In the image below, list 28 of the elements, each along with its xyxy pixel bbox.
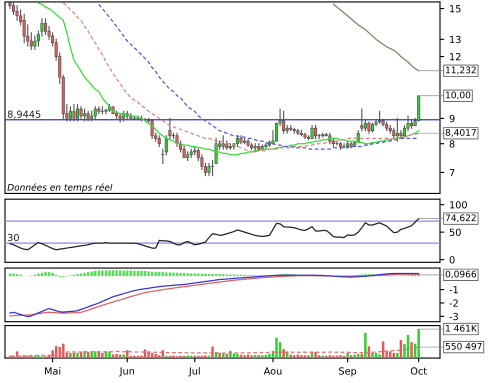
- x-tick-label: Jul: [188, 367, 200, 376]
- y-tick-label: 13: [450, 36, 461, 44]
- annotation: 11,232: [446, 66, 476, 74]
- y-tick-label: -3: [450, 312, 458, 320]
- y-tick-label: 12: [450, 53, 460, 60]
- x-tick-label: Mai: [45, 367, 60, 375]
- y-tick-label: 100: [450, 201, 467, 208]
- y-tick-label: 0: [450, 256, 455, 264]
- y-tick-label: 15: [450, 5, 461, 12]
- annotation: 10,00: [446, 92, 470, 100]
- y-tick-label: -1: [450, 286, 458, 294]
- x-tick-label: Jun: [119, 367, 134, 376]
- y-tick-label: 9: [450, 114, 455, 122]
- annotation: Données en temps réel: [7, 183, 112, 192]
- x-tick-label: Oct: [410, 367, 427, 375]
- ref-line-label: 30: [8, 234, 19, 242]
- annotation: 550 497: [446, 342, 482, 350]
- y-tick-label: 50: [450, 228, 461, 236]
- y-tick-label: -2: [450, 299, 458, 307]
- annotation: 74,622: [446, 214, 476, 222]
- ref-line-label: 8,9445: [8, 110, 40, 119]
- y-tick-label: 7: [450, 169, 454, 176]
- y-tick-label: 8: [450, 140, 455, 148]
- x-tick-label: Sep: [339, 367, 356, 377]
- annotation: 0,0966: [446, 270, 476, 278]
- annotation: 1 461K: [446, 324, 478, 332]
- x-tick-label: Aou: [264, 367, 282, 375]
- annotation: 8,4017: [446, 128, 476, 137]
